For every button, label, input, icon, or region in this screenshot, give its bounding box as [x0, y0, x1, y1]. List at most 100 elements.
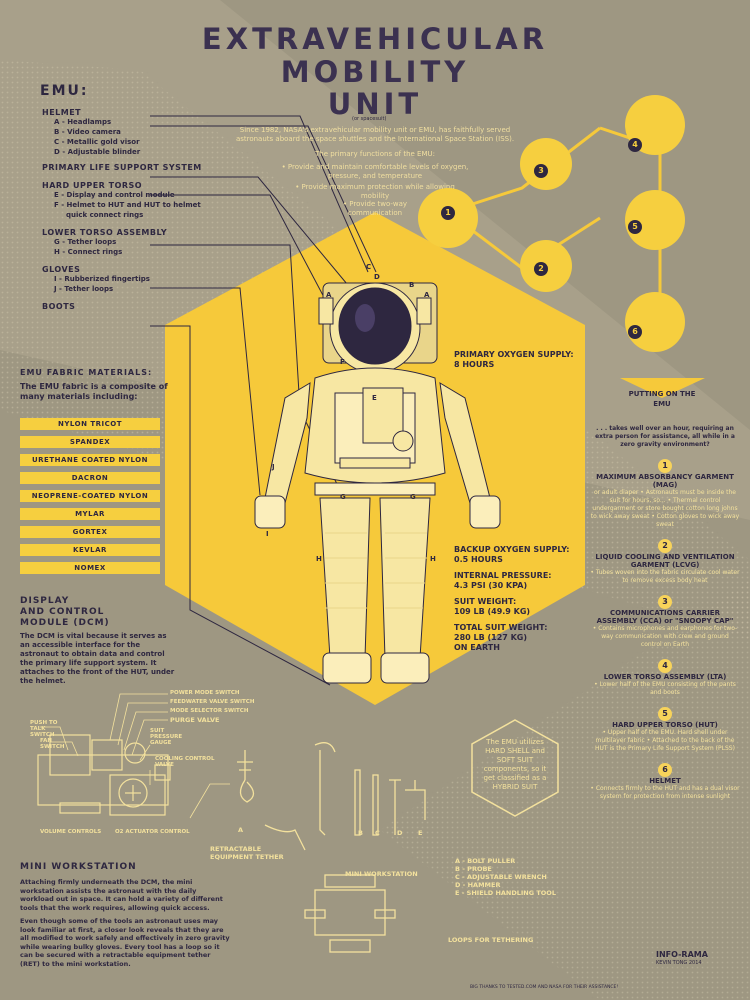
tool-letter: D: [397, 829, 403, 837]
suit-label-g: G: [340, 493, 346, 501]
material-item: URETHANE COATED NYLON: [20, 454, 160, 466]
hybrid-text: The EMU utilizes HARD SHELL and SOFT SUI…: [483, 738, 547, 791]
tool-letter: E: [418, 829, 423, 837]
emu-group-plss: PRIMARY LIFE SUPPORT SYSTEM: [42, 163, 202, 172]
spec-primary-value: 8 HOURS: [454, 360, 495, 369]
workstation-p1: Attaching firmly underneath the DCM, the…: [20, 878, 223, 912]
emu-group-boots: BOOTS: [42, 302, 76, 311]
tools-illustration: [237, 742, 426, 953]
step-number: 2: [534, 262, 548, 276]
step-number: 3: [534, 164, 548, 178]
list-step-body: • Contains microphones and earphones for…: [592, 625, 738, 648]
list-step-body: • Lower half of the EMU consisting of th…: [594, 681, 736, 696]
emu-group-hut: HARD UPPER TORSO: [42, 181, 143, 190]
material-item: DACRON: [20, 472, 160, 484]
spec-weight-label: SUIT WEIGHT:: [454, 597, 517, 606]
suit-label-a: A: [424, 291, 430, 299]
spec-backup-value: 0.5 HOURS: [454, 555, 503, 564]
emu-item: G - Tether loops: [54, 238, 117, 246]
emu-item: E - Display and control module: [54, 191, 175, 199]
list-step-title: HARD UPPER TORSO (HUT): [612, 721, 718, 729]
workstation-header: MINI WORKSTATION: [20, 862, 137, 872]
spec-pressure-label: INTERNAL PRESSURE:: [454, 571, 552, 580]
dcm-label-o2: O2 ACTUATOR CONTROL: [115, 829, 190, 835]
hybrid-hexagon: [471, 719, 559, 817]
dcm-label-push: PUSH TO TALK SWITCH: [30, 720, 58, 738]
title-line-3: UNIT: [327, 87, 423, 121]
step-number: 1: [441, 206, 455, 220]
intro-p1: Since 1982, NASA's extravehicular mobili…: [235, 126, 515, 143]
thanks: BIG THANKS TO TESTED.COM AND NASA FOR TH…: [470, 985, 619, 990]
dcm-label-vol: VOLUME CONTROLS: [40, 829, 102, 835]
intro-f2: • Provide maximum protection while allow…: [295, 183, 455, 200]
step-number: 5: [628, 220, 642, 234]
material-item: KEVLAR: [20, 544, 160, 556]
spec-total-note: ON EARTH: [454, 643, 500, 652]
dcm-header-3: MODULE (DCM): [20, 618, 110, 628]
astronaut-illustration: [254, 282, 501, 684]
dcm-text: The DCM is vital because it serves as an…: [20, 632, 175, 685]
material-item: SPANDEX: [20, 436, 160, 448]
list-step-title: MAXIMUM ABSORBANCY GARMENT (MAG): [596, 473, 734, 489]
step-circle-3: [520, 138, 572, 190]
tool-letter: B: [358, 829, 363, 837]
spec-block: BACKUP OXYGEN SUPPLY: 0.5 HOURS INTERNAL…: [454, 545, 569, 653]
intro-f3: • Provide two-way communication: [342, 200, 408, 217]
dcm-label-purge: PURGE VALVE: [170, 716, 220, 724]
dcm-label-fan: FAN SWITCH: [40, 738, 65, 750]
emu-item: H - Connect rings: [54, 248, 123, 256]
emu-item: J - Tether loops: [54, 285, 114, 293]
title-line-2: MOBILITY: [280, 55, 470, 89]
intro-p2: The primary functions of the EMU:: [315, 150, 435, 158]
list-step-number: 1: [658, 459, 672, 473]
intro-f1: • Provide and maintain comfortable level…: [281, 163, 469, 180]
list-step-body: • Upper half of the EMU. Hard shell unde…: [595, 729, 735, 752]
tool-item: D - HAMMER: [455, 881, 501, 889]
material-item: NYLON TRICOT: [20, 418, 160, 430]
material-item: MYLAR: [20, 508, 160, 520]
spec-primary-label: PRIMARY OXYGEN SUPPLY:: [454, 350, 574, 359]
material-item: NOMEX: [20, 562, 160, 574]
dcm-label-cool: COOLING CONTROL VALVE: [155, 756, 215, 768]
spec-backup-label: BACKUP OXYGEN SUPPLY:: [454, 545, 570, 554]
tool-letter: C: [375, 829, 380, 837]
emu-header: EMU:: [40, 83, 89, 99]
putting-on-intro: . . . takes well over an hour, requiring…: [595, 425, 735, 448]
emu-item: A - Headlamps: [54, 118, 112, 126]
list-step-number: 6: [658, 763, 672, 777]
dcm-header-2: AND CONTROL: [20, 607, 105, 617]
dcm-header-1: DISPLAY: [20, 596, 70, 606]
fabric-header: EMU FABRIC MATERIALS:: [20, 368, 153, 377]
tool-item: B - PROBE: [455, 865, 492, 873]
credit: KEVIN TONG 2014: [656, 960, 702, 966]
dcm-label-power: POWER MODE SWITCH: [170, 690, 240, 696]
suit-label-d: D: [374, 273, 380, 281]
suit-label-j: J: [272, 463, 275, 471]
suit-label-c: C: [366, 263, 372, 271]
list-step-number: 5: [658, 707, 672, 721]
spec-total-label: TOTAL SUIT WEIGHT:: [454, 623, 548, 632]
list-step-number: 4: [658, 659, 672, 673]
list-step-title: LOWER TORSO ASSEMBLY (LTA): [603, 673, 727, 681]
emu-list: HELMET A - Headlamps B - Video camera C …: [42, 108, 282, 311]
tool-item: A - BOLT PULLER: [455, 857, 516, 865]
spec-primary: PRIMARY OXYGEN SUPPLY: 8 HOURS: [454, 350, 574, 370]
dcm-label-gauge: SUIT PRESSURE GAUGE: [150, 728, 183, 746]
workstation-p2: Even though some of the tools an astrona…: [20, 917, 230, 968]
material-item: GORTEX: [20, 526, 160, 538]
tool-letter: A: [238, 826, 244, 834]
spec-weight-value: 109 LB (49.9 KG): [454, 607, 531, 616]
tool-list: A - BOLT PULLER B - PROBE C - ADJUSTABLE…: [455, 857, 556, 897]
emu-item: B - Video camera: [54, 128, 121, 136]
emu-item: D - Adjustable blinder: [54, 148, 141, 156]
suit-label-h: H: [430, 555, 436, 563]
list-step-title: COMMUNICATIONS CARRIER ASSEMBLY (CCA) or…: [596, 609, 734, 625]
spec-total-value: 280 LB (127 KG): [454, 633, 528, 642]
suit-label-h: H: [316, 555, 322, 563]
dcm-label-mode: MODE SELECTOR SWITCH: [170, 708, 249, 714]
putting-on-list: . . . takes well over an hour, requiring…: [590, 425, 740, 801]
list-step-number: 3: [658, 595, 672, 609]
step-number: 6: [628, 325, 642, 339]
